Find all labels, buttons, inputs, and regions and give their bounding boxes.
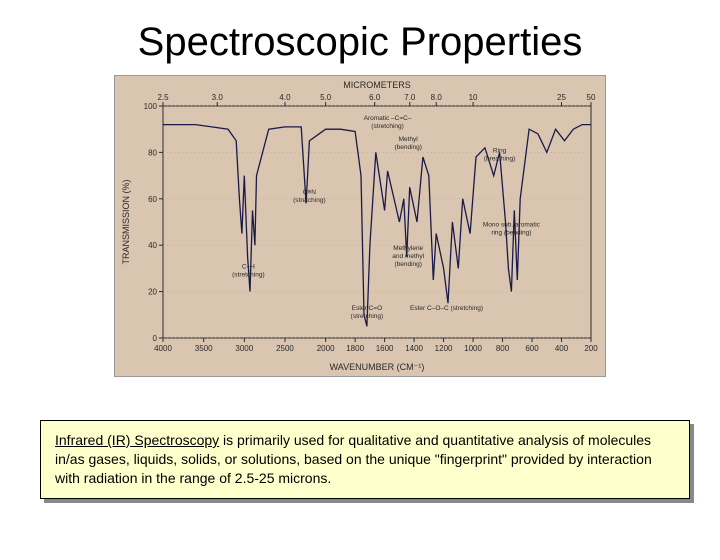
svg-text:3500: 3500 xyxy=(195,344,213,353)
svg-text:10: 10 xyxy=(469,93,478,102)
svg-text:(stretching): (stretching) xyxy=(232,271,265,278)
svg-text:Methylene: Methylene xyxy=(393,245,423,252)
svg-text:100: 100 xyxy=(144,102,158,111)
svg-text:400: 400 xyxy=(555,344,569,353)
svg-text:200: 200 xyxy=(584,344,598,353)
svg-text:800: 800 xyxy=(496,344,510,353)
svg-text:(bending): (bending) xyxy=(394,144,421,151)
svg-text:C≡N: C≡N xyxy=(303,189,316,196)
svg-text:Mono sub. aromatic: Mono sub. aromatic xyxy=(483,222,541,229)
svg-text:0: 0 xyxy=(153,334,158,343)
svg-text:TRANSMISSION (%): TRANSMISSION (%) xyxy=(121,179,131,264)
svg-text:(bending): (bending) xyxy=(394,261,421,268)
svg-text:60: 60 xyxy=(148,195,157,204)
svg-text:2.5: 2.5 xyxy=(157,93,169,102)
svg-text:3000: 3000 xyxy=(235,344,253,353)
svg-text:2500: 2500 xyxy=(276,344,294,353)
svg-text:4000: 4000 xyxy=(154,344,172,353)
svg-text:(stretching): (stretching) xyxy=(293,197,326,204)
svg-text:Ring: Ring xyxy=(493,147,507,154)
svg-text:600: 600 xyxy=(525,344,539,353)
svg-text:(stretching): (stretching) xyxy=(351,313,384,320)
svg-text:7.0: 7.0 xyxy=(404,93,416,102)
svg-text:and methyl: and methyl xyxy=(392,253,424,260)
svg-text:1600: 1600 xyxy=(376,344,394,353)
svg-text:4.0: 4.0 xyxy=(279,93,291,102)
page-title: Spectroscopic Properties xyxy=(0,20,720,65)
svg-text:40: 40 xyxy=(148,241,157,250)
svg-text:1800: 1800 xyxy=(346,344,364,353)
ir-spectrum-chart: 0 20 40 60 80 100 4000 3500 3000 2500 2000 1800 1600… xyxy=(114,75,606,377)
svg-text:8.0: 8.0 xyxy=(431,93,443,102)
caption-lead: Infrared (IR) Spectroscopy xyxy=(55,432,219,448)
svg-text:3.0: 3.0 xyxy=(212,93,224,102)
svg-text:1400: 1400 xyxy=(405,344,423,353)
svg-text:20: 20 xyxy=(148,288,157,297)
svg-text:1200: 1200 xyxy=(435,344,453,353)
svg-text:2000: 2000 xyxy=(317,344,335,353)
svg-text:50: 50 xyxy=(587,93,596,102)
svg-text:(stretching): (stretching) xyxy=(371,123,404,130)
svg-text:6.0: 6.0 xyxy=(369,93,381,102)
svg-text:(breathing): (breathing) xyxy=(484,155,515,162)
svg-text:C–H: C–H xyxy=(242,263,255,270)
svg-text:5.0: 5.0 xyxy=(320,93,332,102)
svg-text:1000: 1000 xyxy=(464,344,482,353)
svg-text:Ester C=O: Ester C=O xyxy=(352,305,383,312)
svg-text:Aromatic –C=C–: Aromatic –C=C– xyxy=(364,115,412,122)
spectrum-svg: 0 20 40 60 80 100 4000 3500 3000 2500 2000 1800 1600… xyxy=(115,76,605,376)
caption-box: Infrared (IR) Spectroscopy is primarily … xyxy=(40,420,690,499)
svg-text:ring (bending): ring (bending) xyxy=(491,230,531,237)
svg-text:Ester C–O–C (stretching): Ester C–O–C (stretching) xyxy=(410,305,483,312)
svg-text:80: 80 xyxy=(148,148,157,157)
svg-text:Methyl: Methyl xyxy=(399,136,419,143)
svg-text:MICROMETERS: MICROMETERS xyxy=(343,80,411,90)
svg-text:25: 25 xyxy=(557,93,566,102)
svg-text:WAVENUMBER (CM⁻¹): WAVENUMBER (CM⁻¹) xyxy=(330,362,425,372)
